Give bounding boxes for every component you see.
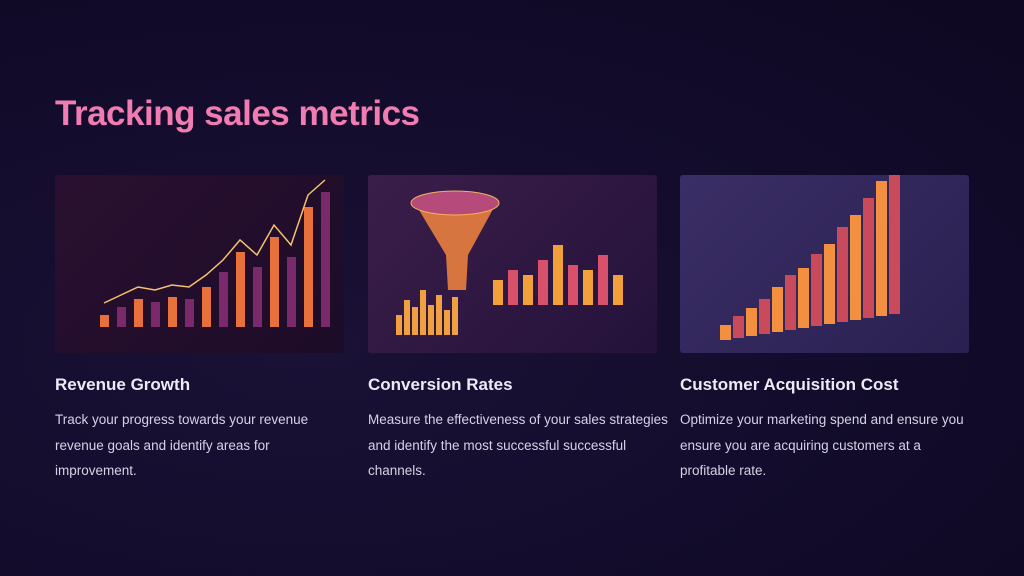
illustration-bar [404,300,410,335]
illustration-bar [412,307,418,335]
illustration-bar [151,302,160,327]
card-heading: Revenue Growth [55,375,191,394]
illustration-bar [889,175,900,314]
illustration-bar [746,308,757,336]
illustration-bar [270,237,279,327]
funnel-top [410,190,500,216]
illustration-bar [508,270,518,305]
slide-title: Tracking sales metrics [55,94,420,133]
illustration-bar [837,227,848,322]
illustration-bar [493,280,503,305]
illustration-bar [321,192,330,327]
illustration-bar [523,275,533,305]
illustration-bar [553,245,563,305]
funnel-shape [413,200,498,290]
illustration-bar [772,287,783,332]
illustration-bar [538,260,548,305]
card-body: Optimize your marketing spend and ensure… [680,412,964,478]
illustration-bar [863,198,874,318]
customer-acquisition-image [680,175,969,353]
illustration-bar [785,275,796,330]
illustration-bar [396,315,402,335]
illustration-bar [219,272,228,327]
revenue-growth-image [55,175,344,353]
illustration-bar [452,297,458,335]
illustration-bar [798,268,809,328]
card-heading: Customer Acquisition Cost [680,375,899,394]
card-body: Measure the effectiveness of your sales … [368,412,668,478]
illustration-bar [824,244,835,324]
illustration-bar [733,316,744,338]
illustration-bar [117,307,126,327]
illustration-bar [811,254,822,326]
card-body: Track your progress towards your revenue… [55,412,309,478]
illustration-bar [613,275,623,305]
illustration-bar [583,270,593,305]
card-customer-acquisition-cost: Customer Acquisition Cost Optimize your … [680,175,969,484]
illustration-bar [428,305,434,335]
conversion-rates-image [368,175,657,353]
illustration-bar [304,207,313,327]
illustration-bar [134,299,143,327]
illustration-bar [236,252,245,327]
illustration-bar [185,299,194,327]
illustration-bar [420,290,426,335]
illustration-bar [720,325,731,340]
illustration-bar [287,257,296,327]
illustration-trend-line [103,179,326,304]
illustration-bar [850,215,861,320]
illustration-bar [759,299,770,334]
illustration-bar [568,265,578,305]
card-heading: Conversion Rates [368,375,513,394]
illustration-bar [436,295,442,335]
illustration-bar [876,181,887,316]
illustration-bar [100,315,109,327]
illustration-bar [444,310,450,335]
illustration-bar [253,267,262,327]
card-revenue-growth: Revenue Growth Track your progress towar… [55,175,344,484]
illustration-bar [202,287,211,327]
illustration-bar [168,297,177,327]
illustration-bar [598,255,608,305]
card-conversion-rates: Conversion Rates Measure the effectivene… [368,175,668,484]
